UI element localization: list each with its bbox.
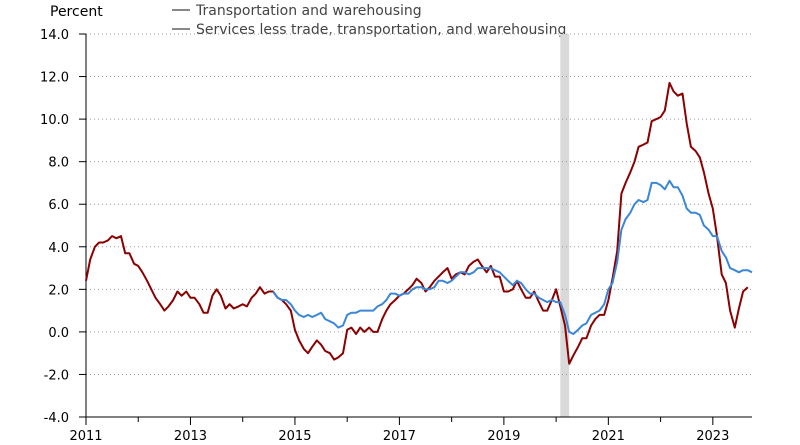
- y-tick-label: -4.0: [44, 411, 69, 426]
- x-tick-label: 2019: [487, 429, 520, 444]
- legend-item-services: Services less trade, transportation, and…: [172, 21, 566, 40]
- y-tick-label: 14.0: [40, 28, 69, 43]
- legend-swatch-icon: [172, 8, 190, 11]
- series-line-0: [85, 81, 749, 365]
- y-tick-label: -2.0: [44, 368, 69, 383]
- y-tick-label: 6.0: [48, 198, 69, 213]
- y-axis-title: Percent: [50, 4, 103, 20]
- legend-swatch-icon: [172, 27, 190, 30]
- y-tick-label: 4.0: [48, 241, 69, 256]
- x-tick-label: 2023: [696, 429, 729, 444]
- legend-item-transportation: Transportation and warehousing: [172, 2, 566, 21]
- y-tick-label: 2.0: [48, 283, 69, 298]
- x-tick-label: 2011: [69, 429, 102, 444]
- y-tick-label: 8.0: [48, 156, 69, 171]
- y-tick-label: 10.0: [40, 113, 69, 128]
- x-tick-label: 2015: [278, 429, 311, 444]
- x-tick-label: 2013: [174, 429, 207, 444]
- legend-label-services: Services less trade, transportation, and…: [196, 22, 567, 38]
- series-line-1: [272, 179, 753, 335]
- legend-label-transportation: Transportation and warehousing: [196, 3, 422, 19]
- y-tick-label: 0.0: [48, 326, 69, 341]
- x-tick-label: 2017: [383, 429, 416, 444]
- y-tick-label: 12.0: [40, 71, 69, 86]
- recession-shading: [560, 34, 570, 417]
- x-tick-label: 2021: [592, 429, 625, 444]
- legend: Transportation and warehousing Services …: [172, 2, 566, 40]
